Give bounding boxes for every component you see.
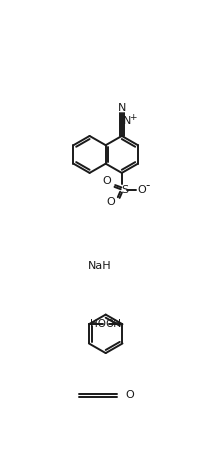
Text: NaH: NaH <box>87 261 111 271</box>
Text: O: O <box>137 185 146 195</box>
Text: -: - <box>144 179 149 193</box>
Text: S: S <box>121 185 128 195</box>
Text: N: N <box>122 116 131 126</box>
Text: HO: HO <box>89 319 105 329</box>
Text: O: O <box>106 197 115 207</box>
Text: +: + <box>128 113 136 122</box>
Text: N: N <box>117 103 125 113</box>
Text: O: O <box>125 390 133 400</box>
Text: O: O <box>102 176 111 185</box>
Text: OH: OH <box>104 319 120 329</box>
